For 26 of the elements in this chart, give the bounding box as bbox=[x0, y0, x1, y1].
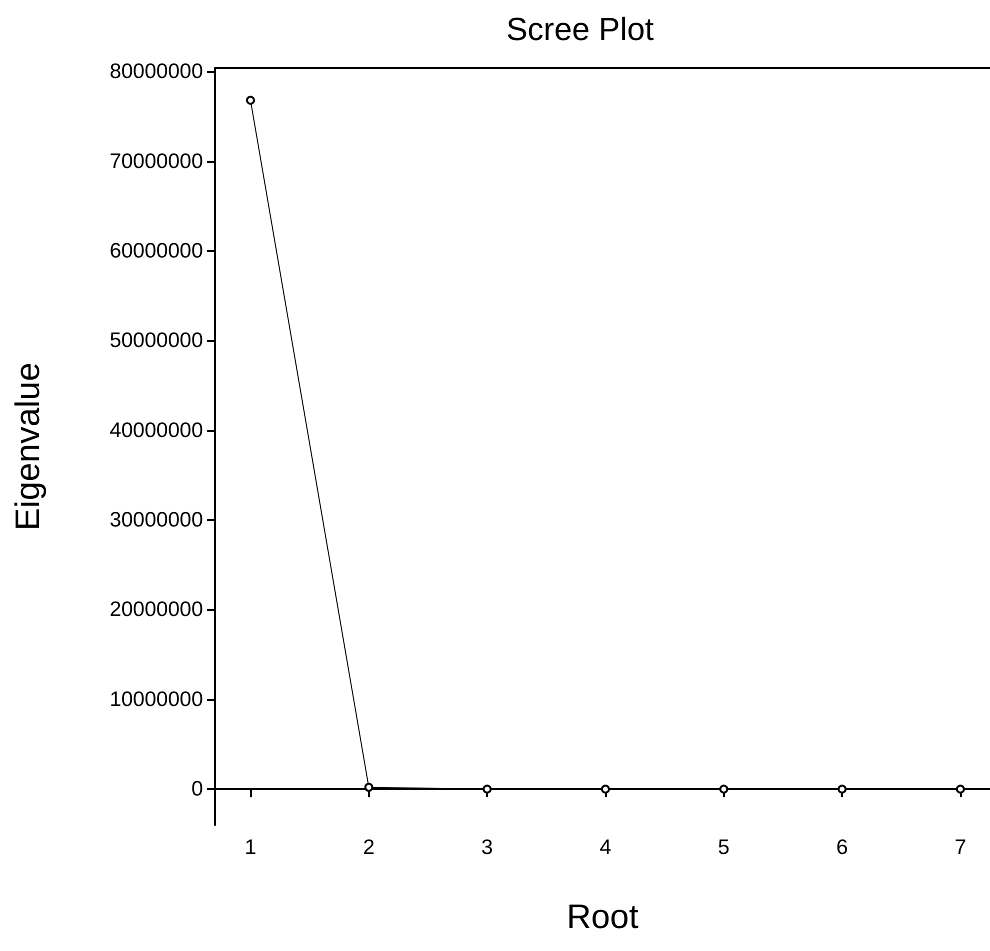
y-tick-label: 50000000 bbox=[110, 329, 203, 352]
y-tick-label: 20000000 bbox=[110, 598, 203, 622]
point bbox=[719, 784, 728, 794]
x-tick-label: 6 bbox=[836, 836, 848, 859]
y-tick-label: 70000000 bbox=[110, 150, 203, 173]
x-tick-label: 1 bbox=[244, 836, 256, 859]
y-tick-label: 80000000 bbox=[110, 60, 203, 84]
x-tick-label: 5 bbox=[718, 836, 730, 859]
point bbox=[246, 96, 255, 105]
point bbox=[838, 784, 847, 794]
chart-title: Scree Plot bbox=[506, 11, 654, 47]
point bbox=[600, 784, 610, 794]
y-axis-title: Eigenvalue bbox=[9, 362, 47, 531]
y-tick-label: 40000000 bbox=[110, 418, 203, 442]
y-tick-label: 60000000 bbox=[110, 239, 203, 262]
x-tick-label: 4 bbox=[600, 836, 612, 859]
y-tick-label: 30000000 bbox=[110, 508, 203, 532]
x-axis-title: Root bbox=[566, 898, 639, 936]
x-tick-label: 7 bbox=[954, 836, 966, 859]
y-tick-label: 10000000 bbox=[110, 688, 203, 711]
x-tick-label: 3 bbox=[481, 836, 493, 859]
point bbox=[482, 784, 492, 794]
y-tick-label: 0 bbox=[191, 778, 203, 801]
point bbox=[956, 784, 965, 794]
point bbox=[364, 782, 374, 792]
x-tick-label: 2 bbox=[362, 836, 375, 859]
